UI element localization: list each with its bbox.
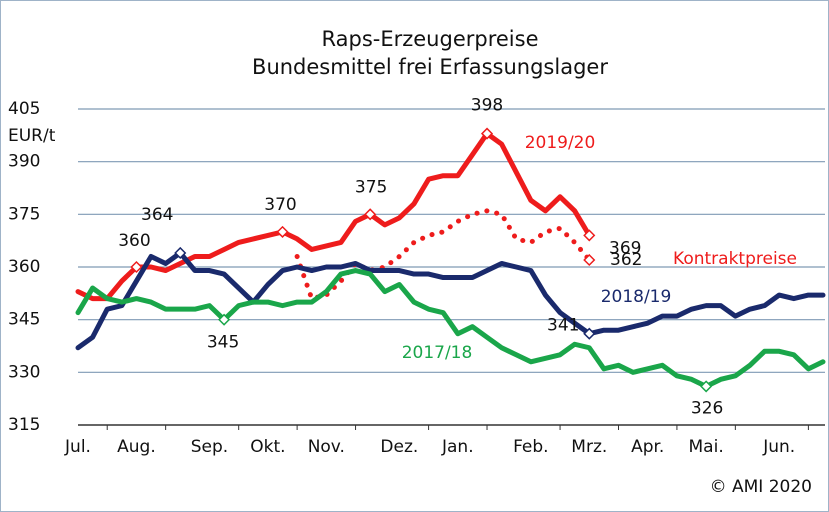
series-line [294, 208, 592, 302]
data-label: 326 [691, 398, 723, 418]
y-tick-label: 315 [8, 415, 40, 435]
data-label: 360 [118, 231, 150, 251]
x-tick-label: Jul. [64, 437, 91, 457]
data-label: 364 [141, 205, 173, 225]
series-label: Kontraktpreise [673, 249, 797, 269]
x-tick-label: Okt. [250, 437, 285, 457]
point-marker [364, 208, 377, 221]
y-tick-label: 345 [8, 310, 40, 330]
point-marker [583, 327, 596, 340]
data-label: 369 [609, 238, 641, 258]
point-marker [583, 229, 596, 242]
x-tick-label: Mrz. [571, 437, 607, 457]
chart-title: Raps-Erzeugerpreise [321, 27, 538, 51]
x-tick-label: Feb. [513, 437, 549, 457]
y-tick-label: 405 [8, 99, 40, 119]
point-marker [480, 127, 494, 140]
x-tick-label: Jun. [762, 437, 795, 457]
x-tick-label: Mai. [689, 437, 724, 457]
x-tick-label: Sep. [191, 437, 228, 457]
y-tick-label: 330 [8, 362, 40, 382]
point-marker [583, 253, 596, 267]
y-tick-label: 375 [8, 204, 40, 224]
y-tick-label: 390 [8, 152, 40, 172]
y-tick-label: 360 [8, 257, 40, 277]
series-line [75, 250, 826, 351]
point-marker [130, 260, 143, 274]
data-label: 370 [264, 195, 296, 215]
series-label: 2019/20 [525, 133, 596, 153]
x-tick-label: Apr. [631, 437, 664, 457]
series-label: 2017/18 [402, 343, 473, 363]
point-marker [276, 225, 289, 238]
point-marker [218, 313, 231, 326]
source: © AMI 2020 [710, 477, 812, 497]
data-label: 341 [547, 316, 579, 336]
series-line [75, 131, 592, 302]
data-label: 345 [207, 333, 239, 353]
series-label: 2018/19 [601, 287, 672, 307]
x-tick-label: Nov. [308, 437, 345, 457]
y-axis-label: EUR/t [8, 126, 56, 146]
point-marker [174, 246, 187, 260]
chart-subtitle: Bundesmittel frei Erfassungslager [252, 55, 608, 79]
point-marker [700, 380, 713, 393]
x-tick-label: Dez. [380, 437, 418, 457]
data-label: 362 [610, 250, 642, 270]
series-line [75, 268, 826, 389]
data-label: 375 [355, 177, 387, 197]
x-tick-label: Aug. [117, 437, 156, 457]
data-label: 398 [471, 96, 503, 116]
x-tick-label: Jan. [441, 437, 474, 457]
